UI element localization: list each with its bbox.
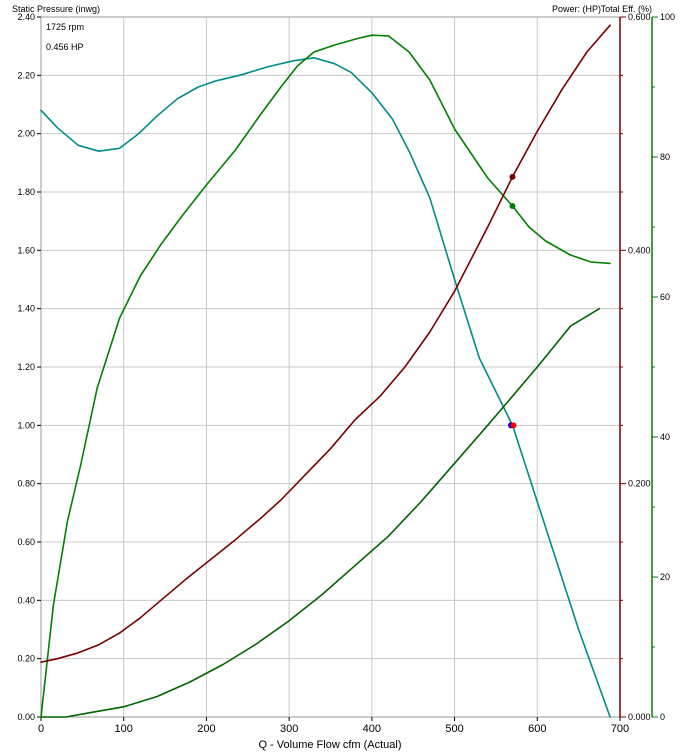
y-left-tick-label: 1.40 <box>17 304 35 314</box>
y-left-tick-label: 0.60 <box>17 537 35 547</box>
y-left-tick-label: 1.20 <box>17 362 35 372</box>
axes: 0 100 200 300 400 500 600 7000.000.200.400.600.… <box>17 12 675 735</box>
efficiency-tick-label: 20 <box>660 572 670 582</box>
series-line-0 <box>40 56 611 718</box>
x-axis-title: Q - Volume Flow cfm (Actual) <box>258 739 401 751</box>
efficiency-tick-label: 0 <box>660 712 665 722</box>
power-annotation: 0.456 HP <box>46 42 84 52</box>
operating-point-marker-2 <box>510 422 517 429</box>
series-line-2 <box>40 24 611 664</box>
series-lines <box>40 24 611 718</box>
efficiency-tick-label: 80 <box>660 152 670 162</box>
x-tick-label: 500 <box>445 723 463 735</box>
y-left-tick-label: 2.20 <box>17 70 35 80</box>
operating-points <box>507 173 517 429</box>
power-tick-label: 0.400 <box>628 245 651 255</box>
operating-point-marker-0 <box>509 173 516 180</box>
series-line-3 <box>40 307 601 718</box>
operating-point-marker-1 <box>509 203 516 209</box>
efficiency-tick-label: 60 <box>660 292 670 302</box>
speed-annotation: 1725 rpm <box>46 22 84 32</box>
left-axis-title: Static Pressure (inwg) <box>12 4 100 14</box>
x-tick-label: 0 <box>38 723 44 735</box>
y-left-tick-label: 0.20 <box>17 654 35 664</box>
efficiency-tick-label: 100 <box>660 12 675 22</box>
y-left-tick-label: 1.60 <box>17 245 35 255</box>
y-left-tick-label: 1.80 <box>17 187 35 197</box>
efficiency-axis-title: Total Eff. (%) <box>601 4 652 14</box>
x-tick-label: 600 <box>528 723 546 735</box>
efficiency-tick-label: 40 <box>660 432 670 442</box>
chart-labels: Static Pressure (inwg) Power: (HP) Total… <box>12 4 652 751</box>
y-left-tick-label: 1.00 <box>17 420 35 430</box>
y-left-tick-label: 0.00 <box>17 712 35 722</box>
x-tick-label: 200 <box>197 723 215 735</box>
x-tick-label: 700 <box>611 723 629 735</box>
x-tick-label: 100 <box>115 723 133 735</box>
y-left-tick-label: 2.40 <box>17 12 35 22</box>
x-tick-label: 300 <box>280 723 298 735</box>
power-axis-title: Power: (HP) <box>552 4 601 14</box>
power-tick-label: 0.200 <box>628 479 651 489</box>
power-tick-label: 0.600 <box>628 12 651 22</box>
y-left-tick-label: 0.80 <box>17 479 35 489</box>
series-line-1 <box>40 34 611 718</box>
power-tick-label: 0.000 <box>628 712 651 722</box>
y-left-tick-label: 0.40 <box>17 595 35 605</box>
grid-lines <box>40 16 621 718</box>
x-tick-label: 400 <box>363 723 381 735</box>
y-left-tick-label: 2.00 <box>17 129 35 139</box>
